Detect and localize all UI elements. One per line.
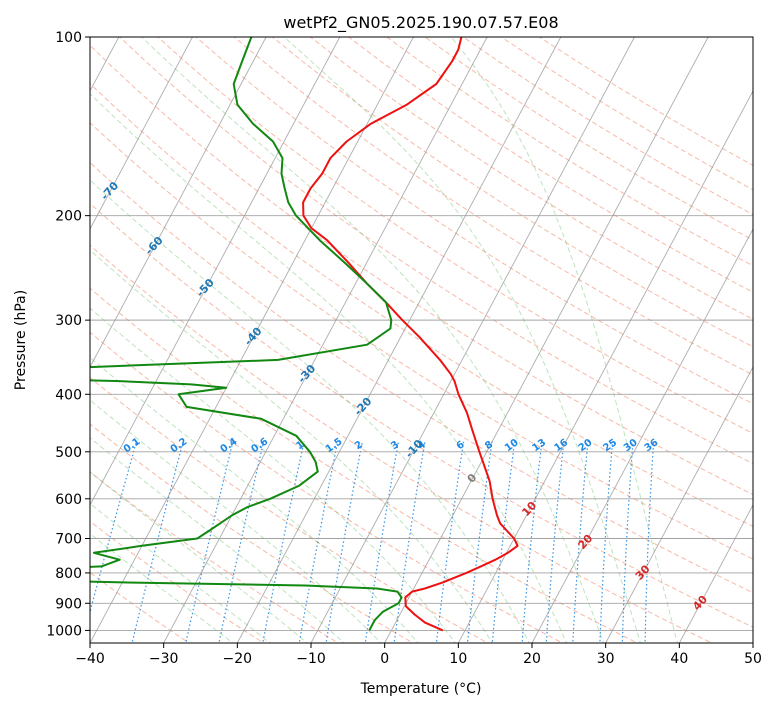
y-axis-label: Pressure (hPa) (13, 290, 29, 390)
x-tick-label: 50 (744, 651, 762, 667)
x-tick-label: 40 (670, 651, 688, 667)
x-tick-label: −30 (149, 651, 179, 667)
isotherm-label: -90 (0, 92, 20, 116)
y-tick-label: 700 (55, 532, 82, 548)
x-tick-label: 20 (523, 651, 541, 667)
x-tick-label: 10 (449, 651, 467, 667)
y-tick-label: 100 (55, 30, 82, 46)
y-tick-label: 400 (55, 387, 82, 403)
y-tick-label: 1000 (46, 623, 82, 639)
chart-title: wetPf2_GN05.2025.190.07.57.E08 (283, 13, 558, 33)
x-tick-label: −40 (75, 651, 105, 667)
x-tick-label: −20 (223, 651, 253, 667)
y-tick-label: 200 (55, 209, 82, 225)
x-tick-label: −10 (296, 651, 326, 667)
y-tick-label: 300 (55, 313, 82, 329)
y-tick-label: 500 (55, 445, 82, 461)
x-tick-label: 0 (380, 651, 389, 667)
y-tick-label: 900 (55, 596, 82, 612)
isotherm-line (753, 37, 775, 643)
isotherm-label: -80 (47, 138, 70, 162)
x-tick-label: 30 (597, 651, 615, 667)
y-tick-label: 600 (55, 492, 82, 508)
y-tick-label: 800 (55, 566, 82, 582)
x-axis-label: Temperature (°C) (360, 681, 482, 697)
